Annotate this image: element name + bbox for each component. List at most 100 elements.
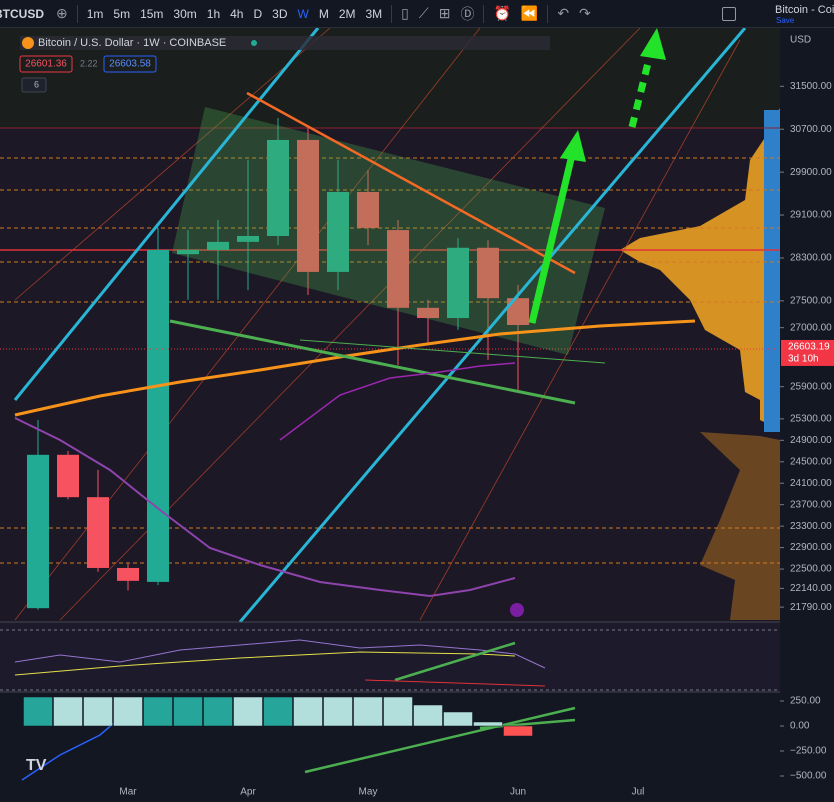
y-tick-label: 27500.00	[790, 296, 832, 307]
checkbox[interactable]	[722, 7, 736, 21]
sell-price[interactable]: 26601.36	[25, 59, 67, 70]
sell-box[interactable]	[19, 55, 73, 73]
histogram-bar	[23, 696, 53, 727]
rectangle-drawing	[172, 107, 605, 355]
y-tick-label: 24500.00	[790, 456, 832, 467]
histogram-bar	[383, 696, 413, 727]
arrow-head	[640, 28, 666, 60]
add-symbol[interactable]: ⊕	[56, 5, 68, 21]
tool-button[interactable]: ⟋	[418, 5, 429, 21]
interval-button[interactable]: 30m	[173, 6, 197, 21]
separator	[483, 4, 485, 23]
tool-button[interactable]: ⊞	[438, 5, 451, 21]
separator	[547, 4, 549, 23]
symbol[interactable]: BTCUSD	[0, 6, 44, 21]
histogram-bar	[83, 696, 113, 727]
y-tick-label: 22140.00	[790, 583, 832, 594]
interval-button[interactable]: 15m	[140, 6, 164, 21]
candle-body	[417, 307, 439, 319]
interval-button[interactable]: 5m	[113, 6, 131, 21]
histogram-bar	[413, 704, 443, 727]
x-tick-label: Jun	[510, 787, 526, 798]
candle-body	[177, 249, 199, 255]
moving-average	[14, 319, 696, 417]
interval-button[interactable]: M	[318, 6, 329, 21]
rsi-pane	[0, 622, 780, 692]
histogram-bar	[233, 696, 263, 727]
tool-button[interactable]: Ⓓ	[460, 5, 475, 22]
trend-line	[304, 706, 576, 774]
price-axis	[780, 28, 834, 782]
y-tick-label: 29900.00	[790, 167, 832, 178]
interval-button[interactable]: 1m	[86, 6, 104, 21]
candle-body	[477, 247, 499, 299]
candle-body	[207, 241, 229, 250]
y-tick-label: 22500.00	[790, 564, 832, 575]
interval-button[interactable]: D	[253, 6, 263, 21]
interval-button[interactable]: W	[297, 6, 309, 21]
logo: TV	[26, 757, 47, 774]
histogram-bar	[53, 696, 83, 727]
histogram-bar	[113, 696, 143, 727]
interval-button[interactable]: 1h	[206, 6, 221, 21]
histogram-bar	[203, 696, 233, 727]
histogram-bar	[263, 696, 293, 727]
y-tick-label: 25900.00	[790, 381, 832, 392]
y-tick-label: 29100.00	[790, 210, 832, 221]
histogram-bar	[173, 696, 203, 727]
spread: 2.22	[80, 58, 98, 68]
separator	[76, 4, 78, 23]
fan-line	[14, 28, 331, 301]
y-tick-label: 30700.00	[790, 124, 832, 135]
arrow-drawing	[528, 154, 576, 324]
y-tick-label: 24900.00	[790, 435, 832, 446]
trend-line	[169, 319, 576, 405]
x-tick-label: Apr	[240, 787, 256, 798]
last-price: 26603.19	[788, 342, 830, 353]
interval-button[interactable]: 3D	[272, 6, 288, 21]
y-tick-label: 24100.00	[790, 478, 832, 489]
legend-bg	[20, 36, 550, 50]
tool-button[interactable]: ↶	[557, 5, 570, 21]
candle-body	[147, 249, 169, 582]
tool-button[interactable]: ⏪	[520, 5, 539, 21]
buy-box[interactable]	[103, 55, 157, 73]
y-tick-label: 23300.00	[790, 521, 832, 532]
indicators-count[interactable]: 6	[34, 79, 39, 89]
symbol-icon	[22, 37, 34, 49]
watchlist-title[interactable]: Bitcoin - Coin...	[775, 4, 834, 16]
time-axis	[0, 782, 834, 802]
y-tick-label: 0.00	[790, 721, 810, 732]
candle-body	[237, 235, 259, 242]
y-tick-label: 23700.00	[790, 499, 832, 510]
y-tick-label: 31500.00	[790, 81, 832, 92]
candle-body	[507, 298, 529, 325]
interval-button[interactable]: 2M	[338, 6, 356, 21]
watchlist-subtitle: Save	[776, 16, 795, 25]
trend-line	[479, 718, 576, 730]
buy-price[interactable]: 26603.58	[109, 59, 151, 70]
histogram-bar	[473, 721, 503, 727]
watchlist-header[interactable]: Bitcoin - Coin... Save	[722, 3, 834, 27]
currency: USD	[790, 35, 811, 46]
x-tick-label: May	[359, 787, 378, 798]
tool-button[interactable]: ▯	[401, 5, 409, 21]
tool-button[interactable]: ↷	[579, 5, 591, 21]
drawings: TV	[0, 28, 780, 781]
indicators-toggle[interactable]	[21, 77, 47, 93]
interval-button[interactable]: 4h	[230, 6, 244, 21]
arrow-head	[560, 130, 586, 162]
last-price-box	[781, 339, 834, 366]
histogram-bar	[353, 696, 383, 727]
tool-button[interactable]: ⏰	[493, 5, 511, 21]
candle-body	[327, 191, 349, 272]
y-tick-label: −250.00	[790, 746, 827, 757]
interval-button[interactable]: 3M	[365, 6, 383, 21]
histogram-bar	[443, 711, 473, 727]
rsi-average	[14, 651, 516, 676]
candle-body	[297, 139, 319, 272]
candle-body	[267, 139, 289, 236]
event-icon[interactable]	[510, 603, 524, 617]
volume-profile	[620, 108, 780, 430]
arrow-drawing	[628, 54, 654, 128]
